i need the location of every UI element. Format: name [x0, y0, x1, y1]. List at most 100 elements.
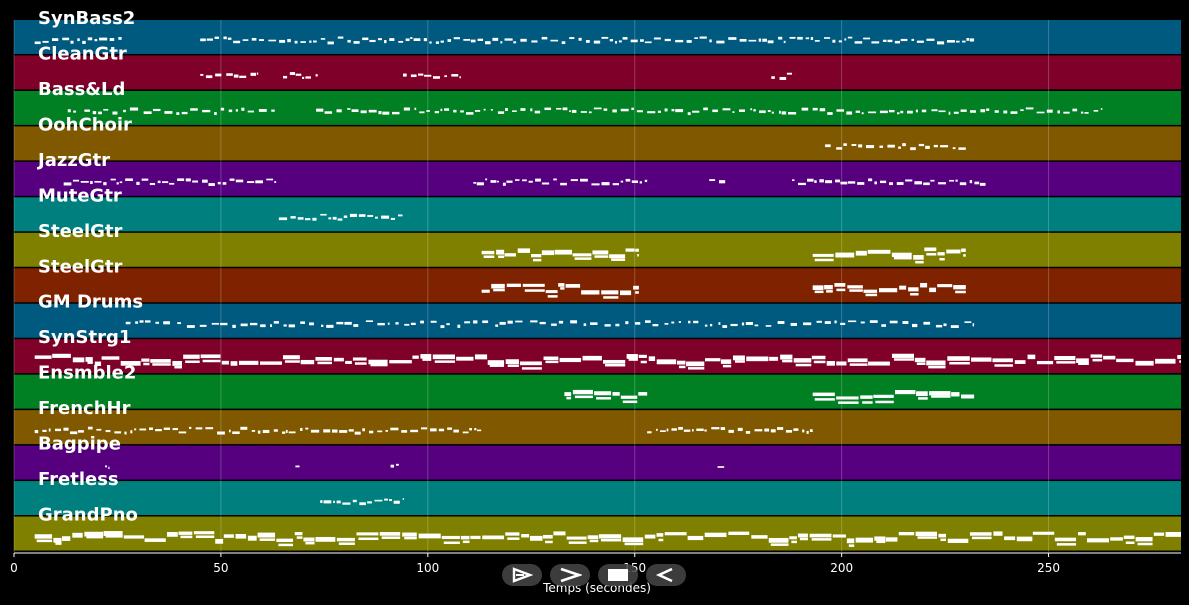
- note: [403, 73, 407, 77]
- note: [327, 41, 334, 45]
- note: [625, 321, 629, 325]
- track-label: Fretless: [38, 469, 119, 490]
- note: [949, 361, 970, 365]
- track-notes: [200, 72, 792, 80]
- note: [716, 40, 725, 44]
- note: [1056, 543, 1077, 546]
- back-button[interactable]: [646, 564, 686, 586]
- note: [389, 360, 412, 364]
- note: [1135, 360, 1154, 366]
- play-button[interactable]: [502, 564, 542, 586]
- note: [748, 39, 757, 42]
- note: [678, 321, 681, 323]
- note: [451, 74, 459, 77]
- note: [630, 39, 638, 43]
- note: [304, 218, 311, 221]
- note: [110, 178, 116, 181]
- note: [513, 41, 517, 44]
- note: [273, 429, 278, 432]
- note: [777, 321, 785, 324]
- note: [857, 182, 865, 185]
- note: [704, 358, 721, 362]
- note: [1036, 360, 1054, 365]
- note: [477, 38, 484, 41]
- note: [609, 254, 626, 259]
- note: [522, 283, 545, 287]
- note: [1155, 358, 1176, 364]
- note: [94, 39, 98, 42]
- note: [149, 182, 156, 186]
- track-lane: [14, 303, 1181, 338]
- note: [1003, 110, 1008, 114]
- note: [353, 324, 359, 327]
- note: [709, 39, 712, 43]
- note: [193, 531, 215, 535]
- note: [688, 320, 691, 324]
- note: [453, 429, 459, 433]
- note: [517, 248, 531, 253]
- note: [119, 181, 123, 184]
- note: [34, 534, 53, 539]
- note: [955, 179, 958, 182]
- note: [462, 431, 469, 434]
- note: [722, 108, 731, 111]
- note: [530, 320, 538, 323]
- note: [860, 395, 873, 399]
- note: [336, 109, 342, 113]
- note: [601, 290, 619, 295]
- note: [1135, 537, 1153, 542]
- note: [869, 320, 878, 323]
- note: [359, 502, 366, 506]
- note: [703, 107, 708, 111]
- note: [271, 109, 275, 112]
- note: [118, 37, 122, 40]
- note: [810, 37, 814, 40]
- note: [717, 466, 725, 468]
- note: [824, 285, 833, 290]
- note: [825, 144, 831, 148]
- note: [1010, 111, 1018, 114]
- note: [456, 356, 474, 361]
- forward-button[interactable]: [550, 564, 590, 586]
- note: [530, 254, 542, 258]
- note: [719, 180, 726, 184]
- note: [177, 322, 181, 325]
- note: [410, 37, 413, 39]
- note: [240, 323, 248, 327]
- note: [832, 534, 846, 538]
- note: [444, 108, 450, 111]
- note: [235, 179, 244, 183]
- note: [1177, 355, 1181, 359]
- note: [129, 107, 139, 111]
- note: [855, 110, 861, 113]
- track-notes: [34, 353, 1181, 370]
- note: [507, 320, 513, 324]
- track-notes: [34, 36, 975, 45]
- note: [323, 429, 331, 433]
- note: [929, 391, 951, 396]
- stop-button[interactable]: [598, 564, 638, 586]
- track-notes: [278, 213, 403, 221]
- note: [569, 110, 571, 113]
- note: [952, 147, 956, 150]
- note: [235, 533, 247, 539]
- note: [916, 391, 928, 397]
- note: [920, 282, 928, 288]
- note: [52, 353, 71, 358]
- note: [354, 362, 367, 365]
- note: [1125, 541, 1135, 544]
- note: [42, 40, 49, 43]
- note: [320, 500, 323, 504]
- note: [338, 542, 355, 545]
- note: [295, 73, 302, 76]
- note: [635, 248, 639, 252]
- note: [377, 38, 382, 41]
- note: [900, 110, 904, 114]
- track-lane: [14, 445, 1181, 480]
- note: [349, 213, 357, 218]
- note: [163, 427, 171, 430]
- note: [172, 360, 182, 366]
- note: [474, 110, 481, 112]
- note: [732, 355, 745, 361]
- note: [141, 358, 150, 362]
